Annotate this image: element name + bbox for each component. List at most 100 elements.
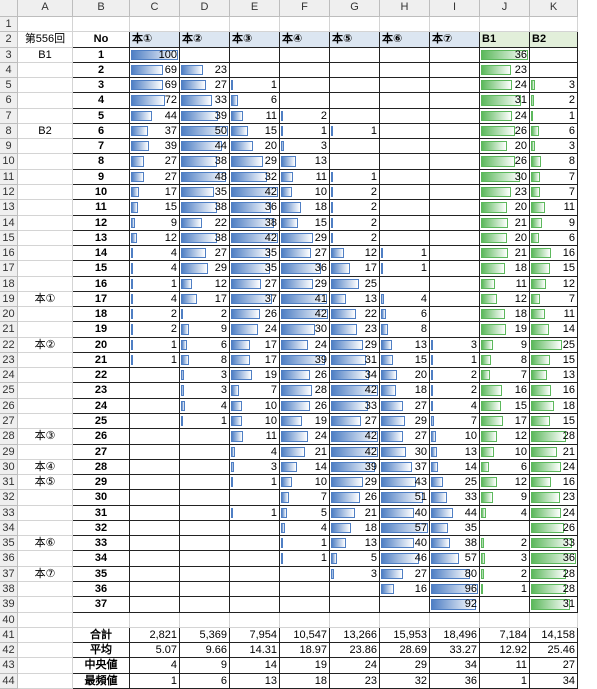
cell-text: 38 — [2, 582, 15, 595]
cell — [18, 184, 73, 201]
data-bar — [531, 202, 545, 213]
cell — [130, 459, 180, 476]
cell-text: 10 — [2, 155, 15, 168]
cell-text: 31 — [94, 506, 108, 519]
data-bar — [331, 324, 357, 335]
data-bar — [281, 492, 289, 503]
cell-text: 3 — [220, 384, 227, 397]
data-bar — [181, 263, 209, 274]
cell: 2 — [430, 383, 480, 399]
data-bar — [131, 64, 164, 76]
cell-text: 43 — [414, 476, 427, 489]
cell-text: 15 — [514, 399, 527, 412]
data-bar — [531, 477, 551, 488]
data-bar — [481, 80, 513, 91]
data-bar — [131, 217, 136, 228]
cell: 11 — [230, 108, 280, 124]
cell: 第556回 — [18, 32, 73, 48]
cell-text: 40 — [2, 613, 15, 626]
cell-text: 35 — [264, 262, 277, 275]
cell-text: 5.07 — [155, 644, 177, 657]
cell — [130, 490, 180, 506]
cell-text: 27 — [414, 399, 427, 412]
cell-text: 41 — [2, 628, 15, 641]
data-bar — [531, 599, 570, 610]
cell-text: 24 — [2, 369, 15, 382]
cell-text: 本② — [34, 338, 56, 351]
data-bar — [231, 416, 243, 427]
cell-text: 18 — [2, 277, 15, 290]
data-bar — [381, 385, 396, 396]
cell — [180, 505, 230, 521]
data-bar — [381, 400, 404, 412]
cell: 12.92 — [480, 643, 530, 659]
data-bar — [381, 431, 404, 442]
data-bar — [131, 141, 150, 152]
cell: 33 — [530, 536, 578, 552]
cell-text: 21 — [94, 353, 108, 366]
cell-text: 19 — [314, 659, 327, 672]
cell: 72 — [130, 93, 180, 109]
cell-text: 38 — [214, 231, 227, 244]
data-bar — [381, 309, 386, 320]
cell-text: 33 — [94, 537, 108, 550]
cell: 30 — [73, 490, 130, 506]
cell-text: 本⑤ — [332, 33, 353, 46]
data-bar — [231, 248, 271, 259]
cell: 23 — [180, 62, 230, 79]
cell: 39 — [130, 139, 180, 155]
cell: 16 — [530, 383, 578, 399]
cell-text: 31 — [364, 353, 377, 366]
data-bar — [381, 568, 404, 579]
cell — [130, 581, 180, 598]
cell-text: 14.31 — [249, 644, 277, 657]
cell-text: 23 — [562, 491, 575, 504]
cell: 27 — [130, 169, 180, 185]
cell-text: 33 — [464, 491, 477, 504]
cell-text: 23 — [2, 353, 15, 366]
cell: 2 — [130, 307, 180, 323]
cell — [130, 505, 180, 521]
cell: 44 — [180, 139, 230, 155]
cell-text: 35 — [2, 537, 15, 550]
cell: 42 — [230, 230, 280, 247]
cell: B1 — [480, 32, 530, 48]
cell — [430, 307, 480, 323]
cell: 69 — [130, 62, 180, 79]
cell: 34 — [530, 673, 578, 689]
cell: 9.66 — [180, 643, 230, 659]
cell — [430, 47, 480, 63]
cell-text: 48 — [214, 170, 227, 183]
cell: 18 — [380, 383, 430, 399]
cell: 14,158 — [530, 627, 578, 644]
data-bar — [481, 492, 493, 503]
cell — [430, 246, 480, 262]
data-bar — [331, 217, 334, 228]
cell: 12 — [73, 215, 130, 231]
data-bar — [281, 278, 314, 289]
cell-text: 28 — [94, 460, 108, 473]
data-bar — [331, 263, 351, 274]
cell-text: 最頻値 — [84, 674, 118, 687]
data-bar — [381, 492, 424, 503]
cell — [380, 154, 430, 170]
data-bar — [281, 553, 283, 564]
cell: 8 — [380, 322, 430, 338]
cell: 28 — [530, 566, 578, 582]
cell-text: 28 — [562, 430, 575, 443]
cell-text: 42 — [364, 445, 377, 458]
data-bar — [181, 141, 223, 152]
data-bar — [231, 309, 261, 320]
cell-text: 2 — [470, 369, 477, 382]
cell-text: 27 — [414, 567, 427, 580]
data-bar — [531, 95, 534, 106]
cell-text: 57 — [464, 552, 477, 565]
cell: 24 — [530, 505, 578, 521]
cell-text: 9 — [220, 659, 227, 672]
cell-text: 26 — [562, 521, 575, 534]
cell-text: 9 — [220, 323, 227, 336]
cell-text: 15 — [562, 262, 575, 275]
cell: 10 — [280, 184, 330, 201]
data-bar — [231, 354, 251, 366]
cell-text: 80 — [464, 567, 477, 580]
